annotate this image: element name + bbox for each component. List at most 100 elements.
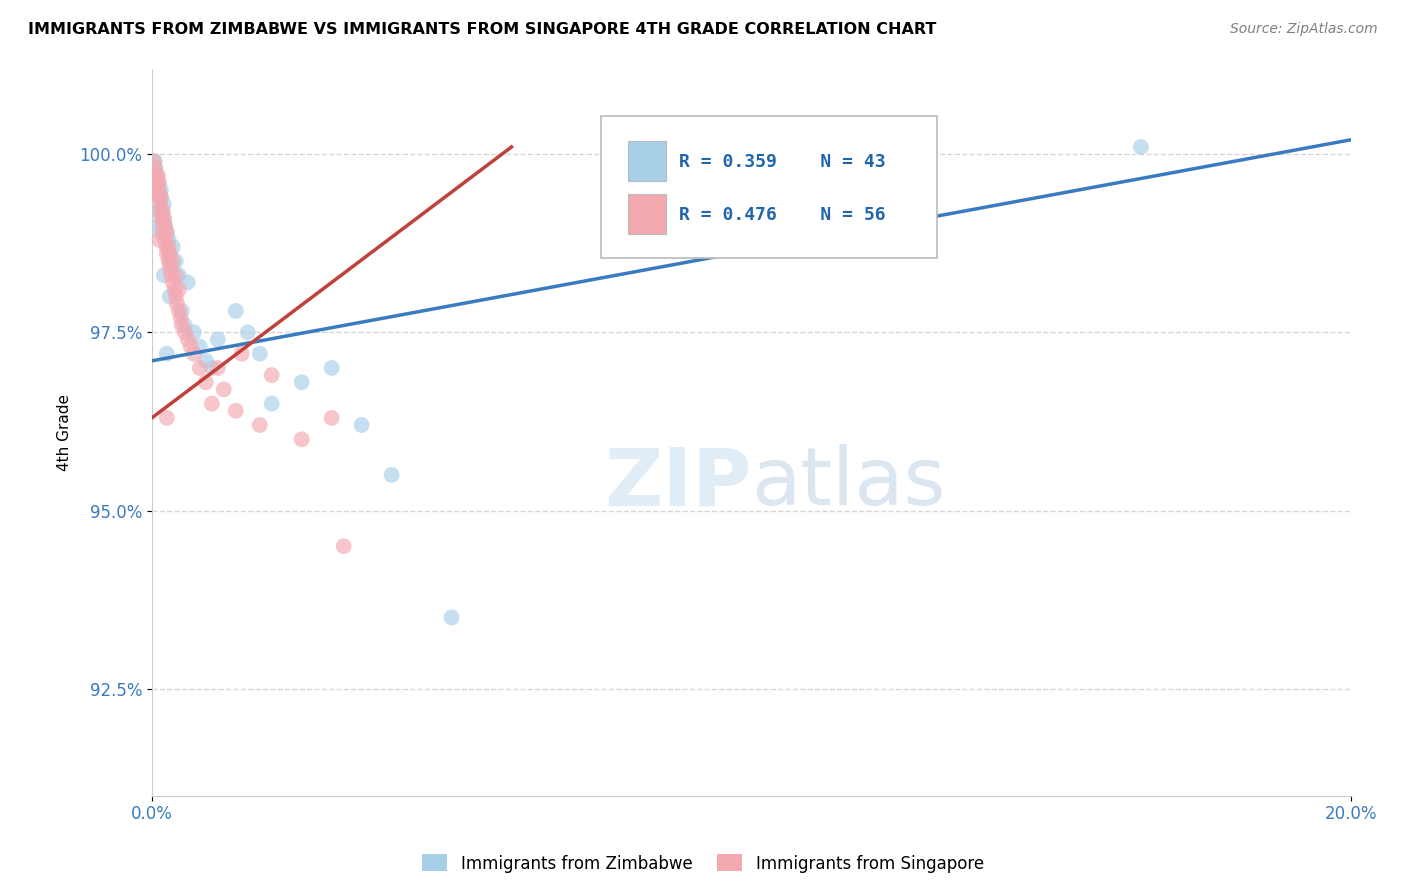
Point xyxy=(321,410,343,425)
Point xyxy=(162,261,184,276)
Point xyxy=(167,283,190,297)
Bar xyxy=(628,194,666,235)
Point xyxy=(156,247,179,261)
Point xyxy=(153,219,176,233)
Point xyxy=(177,333,200,347)
Point xyxy=(149,204,172,219)
Point xyxy=(173,318,195,333)
Point xyxy=(201,396,224,410)
Point xyxy=(148,219,170,233)
Point xyxy=(167,268,190,283)
Point xyxy=(145,176,167,190)
Point xyxy=(149,183,172,197)
Point xyxy=(153,197,176,211)
Point xyxy=(145,169,167,183)
Point xyxy=(173,326,195,340)
Point xyxy=(157,240,180,254)
Point xyxy=(260,368,283,383)
Point xyxy=(152,219,174,233)
Point xyxy=(440,610,463,624)
Point xyxy=(162,276,184,290)
Point xyxy=(146,204,169,219)
Point xyxy=(142,154,165,169)
Point xyxy=(165,290,187,304)
Point xyxy=(291,376,314,390)
Point xyxy=(188,340,211,354)
Point xyxy=(157,233,180,247)
Point xyxy=(160,268,183,283)
Point xyxy=(207,333,229,347)
Point xyxy=(145,183,167,197)
Point xyxy=(159,247,181,261)
Point xyxy=(201,361,224,376)
Point xyxy=(156,226,179,240)
Point xyxy=(153,268,176,283)
Point xyxy=(148,183,170,197)
Point xyxy=(194,376,217,390)
Point xyxy=(180,340,202,354)
Text: ZIP: ZIP xyxy=(605,444,751,522)
Point xyxy=(153,219,176,233)
Point xyxy=(167,304,190,318)
Point xyxy=(260,396,283,410)
Point xyxy=(157,254,180,268)
Point xyxy=(149,226,172,240)
Point xyxy=(169,311,191,326)
Point xyxy=(159,247,181,261)
Point xyxy=(148,176,170,190)
Point xyxy=(155,240,177,254)
Bar xyxy=(628,141,666,181)
Point xyxy=(159,290,181,304)
FancyBboxPatch shape xyxy=(602,116,936,258)
Point xyxy=(143,161,166,176)
Point xyxy=(156,410,179,425)
Point xyxy=(153,211,176,226)
Point xyxy=(207,361,229,376)
Text: Source: ZipAtlas.com: Source: ZipAtlas.com xyxy=(1230,22,1378,37)
Point xyxy=(170,304,193,318)
Point xyxy=(149,197,172,211)
Point xyxy=(148,233,170,247)
Point xyxy=(156,226,179,240)
Point xyxy=(332,539,354,553)
Point xyxy=(145,176,167,190)
Point xyxy=(291,432,314,446)
Point xyxy=(177,276,200,290)
Point xyxy=(143,154,166,169)
Point xyxy=(145,161,167,176)
Legend: Immigrants from Zimbabwe, Immigrants from Singapore: Immigrants from Zimbabwe, Immigrants fro… xyxy=(416,847,990,880)
Point xyxy=(225,304,247,318)
Point xyxy=(165,254,187,268)
Point xyxy=(162,240,184,254)
Point xyxy=(153,233,176,247)
Point xyxy=(212,383,235,397)
Text: R = 0.476    N = 56: R = 0.476 N = 56 xyxy=(679,206,886,225)
Point xyxy=(188,361,211,376)
Text: atlas: atlas xyxy=(751,444,946,522)
Point xyxy=(153,226,176,240)
Point xyxy=(170,318,193,333)
Point xyxy=(183,347,205,361)
Point xyxy=(159,261,181,276)
Point xyxy=(162,254,184,268)
Point xyxy=(166,297,188,311)
Point xyxy=(150,211,173,226)
Point xyxy=(249,347,271,361)
Point xyxy=(236,326,259,340)
Point xyxy=(350,417,373,432)
Point xyxy=(381,467,404,482)
Point xyxy=(148,190,170,204)
Text: R = 0.359    N = 43: R = 0.359 N = 43 xyxy=(679,153,886,170)
Point xyxy=(321,361,343,376)
Point xyxy=(152,204,174,219)
Point xyxy=(163,283,186,297)
Y-axis label: 4th Grade: 4th Grade xyxy=(58,393,72,471)
Point xyxy=(231,347,253,361)
Point xyxy=(145,169,167,183)
Point xyxy=(152,204,174,219)
Point xyxy=(1129,140,1152,154)
Point xyxy=(159,254,181,268)
Point xyxy=(165,268,187,283)
Point xyxy=(249,417,271,432)
Point xyxy=(183,326,205,340)
